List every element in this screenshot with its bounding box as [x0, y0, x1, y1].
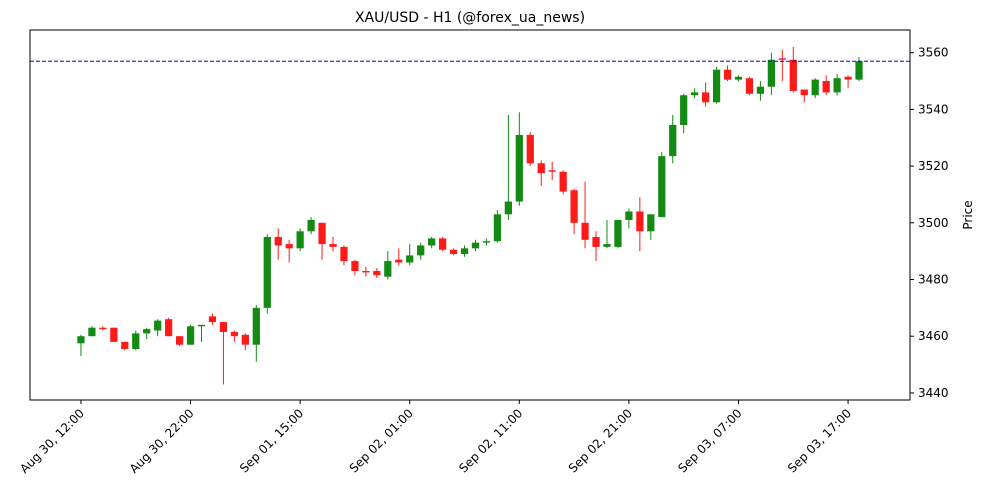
candle-body	[581, 222, 589, 240]
candle-body	[417, 245, 425, 256]
candle-body	[143, 329, 151, 334]
candle-body	[406, 255, 414, 263]
candle-body	[789, 59, 797, 91]
candle-body	[307, 219, 315, 232]
candle-body	[263, 236, 271, 308]
candle-body	[636, 211, 644, 232]
candle-body	[318, 222, 326, 245]
candle-body	[154, 320, 162, 331]
candle-body	[844, 76, 852, 80]
candle-body	[230, 331, 238, 337]
candle-body	[329, 244, 337, 247]
candle-body	[219, 322, 228, 332]
candle-body	[734, 76, 743, 80]
y-tick-label: 3520	[918, 159, 949, 173]
y-tick-label: 3440	[918, 386, 949, 400]
candle-body	[373, 270, 381, 276]
y-tick-label: 3480	[918, 273, 949, 287]
plot-frame	[29, 29, 911, 401]
candle-body	[756, 86, 765, 94]
candle-body	[504, 201, 512, 215]
candle-body	[570, 190, 578, 223]
candle-body	[340, 246, 348, 262]
candle-body	[77, 336, 85, 344]
y-tick-label: 3540	[918, 102, 949, 116]
candle-body	[515, 134, 523, 202]
y-tick-label: 3560	[918, 46, 949, 60]
candle-body	[395, 259, 403, 263]
candle-body	[614, 219, 622, 247]
candle-body	[99, 327, 107, 330]
candle-body	[241, 334, 249, 345]
candle-body	[165, 319, 173, 337]
candle-body	[559, 171, 567, 192]
candle-body	[767, 59, 775, 87]
candle-body	[252, 307, 260, 345]
y-tick-label: 3500	[918, 216, 949, 230]
candle-body	[745, 78, 754, 94]
candle-body	[296, 231, 304, 249]
candle-body	[778, 58, 786, 60]
candle-body	[537, 163, 545, 174]
candle-body	[88, 327, 96, 337]
candle-body	[822, 81, 830, 93]
candle-body	[351, 261, 359, 271]
candle-body	[493, 214, 502, 242]
candle-body	[175, 336, 184, 345]
candle-body	[460, 248, 469, 254]
candle-body	[471, 242, 480, 249]
candle-body	[428, 238, 436, 246]
candle-body	[449, 249, 458, 254]
candle-body	[625, 211, 633, 220]
candle-body	[811, 79, 819, 96]
candle-body	[658, 156, 666, 218]
candle-body	[197, 324, 206, 327]
candle-body	[833, 78, 841, 93]
candle-body	[384, 261, 392, 277]
candle-body	[800, 89, 808, 96]
candle-body	[702, 92, 710, 103]
candle-body	[680, 95, 688, 125]
candle-body	[548, 170, 556, 172]
candle-body	[121, 341, 129, 349]
candle-body	[723, 69, 732, 80]
candle-body	[669, 124, 677, 157]
candle-body	[285, 244, 293, 249]
candle-body	[691, 92, 699, 96]
candle-body	[526, 134, 534, 164]
y-tick-label: 3460	[918, 329, 949, 343]
candle-body	[110, 327, 118, 342]
candle-body	[132, 333, 140, 349]
candle-body	[603, 244, 611, 247]
candle-body	[186, 326, 195, 345]
candle-body	[274, 236, 282, 246]
candle-body	[592, 236, 600, 247]
candle-body	[208, 316, 217, 323]
candle-body	[438, 238, 447, 250]
candle-body	[362, 270, 370, 273]
candle-body	[855, 61, 863, 80]
candle-body	[712, 69, 721, 103]
candle-body	[647, 214, 655, 232]
chart-title: XAU/USD - H1 (@forex_ua_news)	[355, 10, 585, 26]
candle-body	[482, 241, 491, 243]
y-axis-label: Price	[961, 200, 975, 229]
